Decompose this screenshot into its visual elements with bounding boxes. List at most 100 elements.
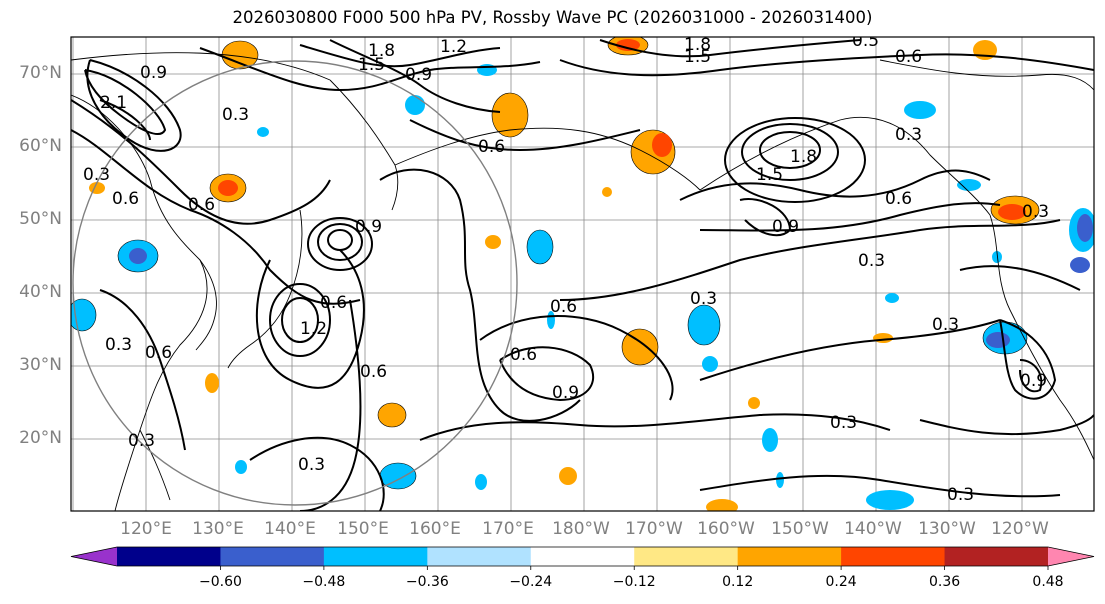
lat-label: 40°N (19, 282, 62, 302)
lon-label: 170°W (625, 519, 683, 539)
anomaly-patch (998, 204, 1026, 220)
contour-label: 2.1 (100, 93, 127, 113)
lat-label: 30°N (19, 355, 62, 375)
anomaly-patch (616, 39, 640, 51)
contour-label: 0.3 (947, 485, 974, 505)
coastline-alaska (699, 116, 991, 216)
anomaly-patch (702, 356, 718, 372)
colorbar-tick-label: 0.48 (1032, 574, 1063, 590)
colorbar-segment (220, 547, 325, 566)
lon-label: 130°W (918, 519, 976, 539)
contour-label: 0.6 (895, 47, 922, 67)
colorbar-segment (117, 547, 221, 566)
map-frame (70, 36, 1095, 512)
contour-label: 1.5 (684, 47, 711, 67)
lon-label: 140°W (844, 519, 902, 539)
coastline-arctic-east (879, 59, 1094, 91)
contour-label: 0.3 (222, 105, 249, 125)
lon-label: 150°E (337, 519, 389, 539)
colorbar-segment (427, 547, 532, 566)
contour-label: 0.6 (188, 195, 215, 215)
contour-label: 0.6 (885, 189, 912, 209)
anomaly-patch (706, 499, 738, 511)
contour-label: 0.6 (510, 345, 537, 365)
anomaly-patch (873, 333, 893, 343)
contour-line (679, 169, 991, 201)
contour-label: 0.3 (858, 251, 885, 271)
contour-line (99, 99, 151, 141)
anomaly-patch (71, 298, 97, 332)
contour-line (419, 413, 891, 441)
colorbar-tick-label: −0.60 (199, 574, 242, 590)
colorbar-tick-label: 0.12 (722, 574, 753, 590)
contour-label: 0.9 (355, 217, 382, 237)
contour-line (919, 414, 1094, 436)
contour-label: 0.9 (552, 383, 579, 403)
contour-label: 0.6 (478, 137, 505, 157)
contour-line (299, 299, 362, 511)
anomaly-patch (1077, 214, 1093, 242)
contour-line (307, 217, 373, 271)
lat-label: 20°N (19, 428, 62, 448)
contour-label: 0.3 (1022, 202, 1049, 222)
anomaly-patch (526, 229, 554, 265)
contour-line (409, 119, 641, 152)
contour-label: 0.3 (690, 289, 717, 309)
colorbar-segment (737, 547, 842, 566)
contour-label: 0.9 (140, 63, 167, 83)
contour-line (71, 99, 331, 225)
lon-label: 170°E (482, 519, 534, 539)
lon-label: 160°E (409, 519, 461, 539)
contour-line (724, 117, 866, 203)
anomaly-patch (904, 101, 936, 119)
coastline-asia (71, 94, 208, 511)
colorbar-extend-low (71, 547, 117, 566)
contour-line (739, 198, 792, 237)
contour-label: 0.3 (105, 335, 132, 355)
contour-line (699, 319, 1001, 381)
contour-line (499, 346, 595, 402)
colorbar-tick-label: −0.48 (302, 574, 345, 590)
anomaly-patch (866, 490, 914, 510)
contour-line (559, 53, 1094, 77)
contour-label: 1.5 (756, 165, 783, 185)
contour-line (699, 474, 1061, 498)
lon-label: 120°E (120, 519, 172, 539)
lon-label: 130°E (192, 519, 244, 539)
reference-circle (72, 60, 518, 506)
contour-label: 0.9 (405, 65, 432, 85)
coastline-arctic (71, 52, 331, 81)
contour-labels: 1.8 1.5 1.2 0.9 0.3 0.6 2.1 0.3 0.6 1.8 … (83, 37, 1049, 505)
colorbar-extend-high (1048, 547, 1094, 566)
contour-line (329, 39, 501, 113)
contour-label: 0.3 (128, 431, 155, 451)
contour-line (255, 249, 365, 389)
plot-title: 2026030800 F000 500 hPa PV, Rossby Wave … (232, 8, 873, 27)
coastline-korea (195, 259, 217, 351)
anomaly-patch (957, 179, 981, 191)
contour-line (71, 129, 361, 305)
lon-label: 160°W (697, 519, 755, 539)
pv-contours (71, 39, 1094, 511)
contour-label: 0.6 (320, 293, 347, 313)
colorbar-tick-label: 0.36 (929, 574, 960, 590)
colorbar-tick-label: −0.36 (406, 574, 449, 590)
lat-label: 60°N (19, 136, 62, 156)
contour-line (479, 315, 674, 401)
colorbar-segment (323, 547, 428, 566)
anomaly-patch (129, 248, 147, 264)
lon-label: 120°W (991, 519, 1049, 539)
anomaly-patch (235, 460, 247, 474)
contour-label: 0.3 (895, 125, 922, 145)
contour-label: 1.5 (358, 55, 385, 75)
longitude-axis: 120°E 130°E 140°E 150°E 160°E 170°E 180°… (120, 519, 1049, 539)
anomaly-patch (621, 328, 659, 366)
colorbar-segment (530, 547, 635, 566)
contour-line (281, 297, 319, 343)
coastline-kamchatka (329, 79, 399, 211)
contour-line (759, 131, 821, 169)
anomaly-patch (491, 92, 529, 138)
coastline-bering (394, 127, 701, 191)
contour-label: 1.8 (368, 41, 395, 61)
